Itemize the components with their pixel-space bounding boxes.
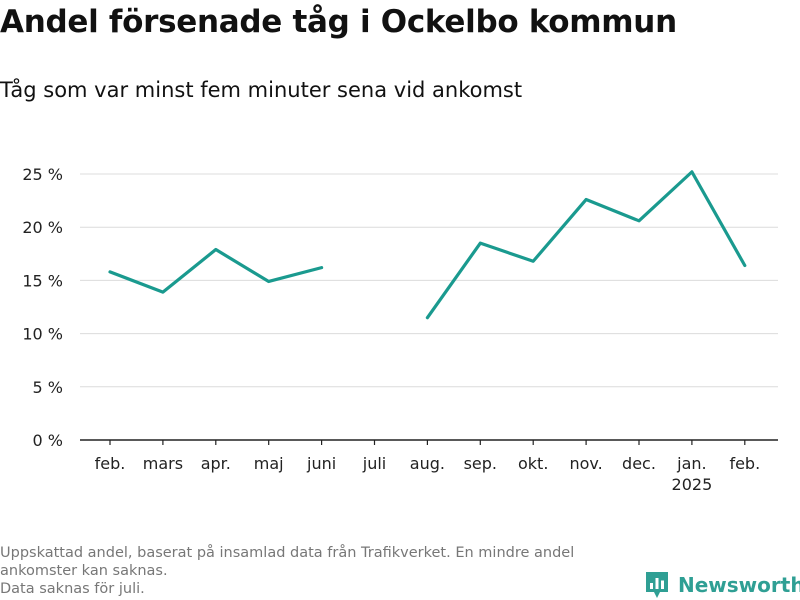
x-tick-label: mars — [143, 454, 183, 473]
y-tick-label: 0 % — [33, 431, 63, 450]
x-tick-label: nov. — [569, 454, 602, 473]
x-tick-label: juni — [306, 454, 336, 473]
y-tick-label: 20 % — [22, 218, 63, 237]
grid-lines — [80, 173, 778, 388]
x-tick-label: feb. — [729, 454, 760, 473]
brand-name: Newsworthy — [678, 573, 800, 597]
x-tick-label: jan. — [676, 454, 706, 473]
x-tick-label: sep. — [464, 454, 497, 473]
footnote-line: Uppskattad andel, baserat på insamlad da… — [0, 545, 575, 561]
footnote-line: Data saknas för juli. — [0, 581, 145, 597]
x-tick-label: aug. — [410, 454, 445, 473]
y-tick-label: 25 % — [22, 165, 63, 184]
footnote-line: ankomster kan saknas. — [0, 563, 168, 579]
x-year-label: 2025 — [672, 475, 713, 494]
y-tick-label: 10 % — [22, 325, 63, 344]
footnote: Uppskattad andel, baserat på insamlad da… — [0, 544, 640, 598]
x-axis: feb. mars apr. maj juni juli aug. sep. okt. nov. d… — [80, 439, 778, 494]
chart-title: Andel försenade tåg i Ockelbo kommun — [0, 4, 677, 40]
y-tick-label: 15 % — [22, 271, 63, 290]
x-tick-label: apr. — [201, 454, 231, 473]
newsworthy-logo-icon — [646, 572, 668, 598]
y-axis: 0 % 5 % 10 % 15 % 20 % 25 % — [22, 165, 63, 450]
x-tick-label: maj — [254, 454, 284, 473]
series-line — [108, 247, 324, 294]
x-tick-label: feb. — [95, 454, 126, 473]
x-tick-label: dec. — [622, 454, 656, 473]
series-layer — [108, 170, 747, 320]
brand-logo: Newsworthy — [644, 570, 800, 600]
series-line — [425, 170, 747, 320]
y-tick-label: 5 % — [33, 378, 63, 397]
x-tick-label: okt. — [518, 454, 548, 473]
chart-subtitle: Tåg som var minst fem minuter sena vid a… — [0, 78, 523, 102]
x-tick-label: juli — [362, 454, 386, 473]
